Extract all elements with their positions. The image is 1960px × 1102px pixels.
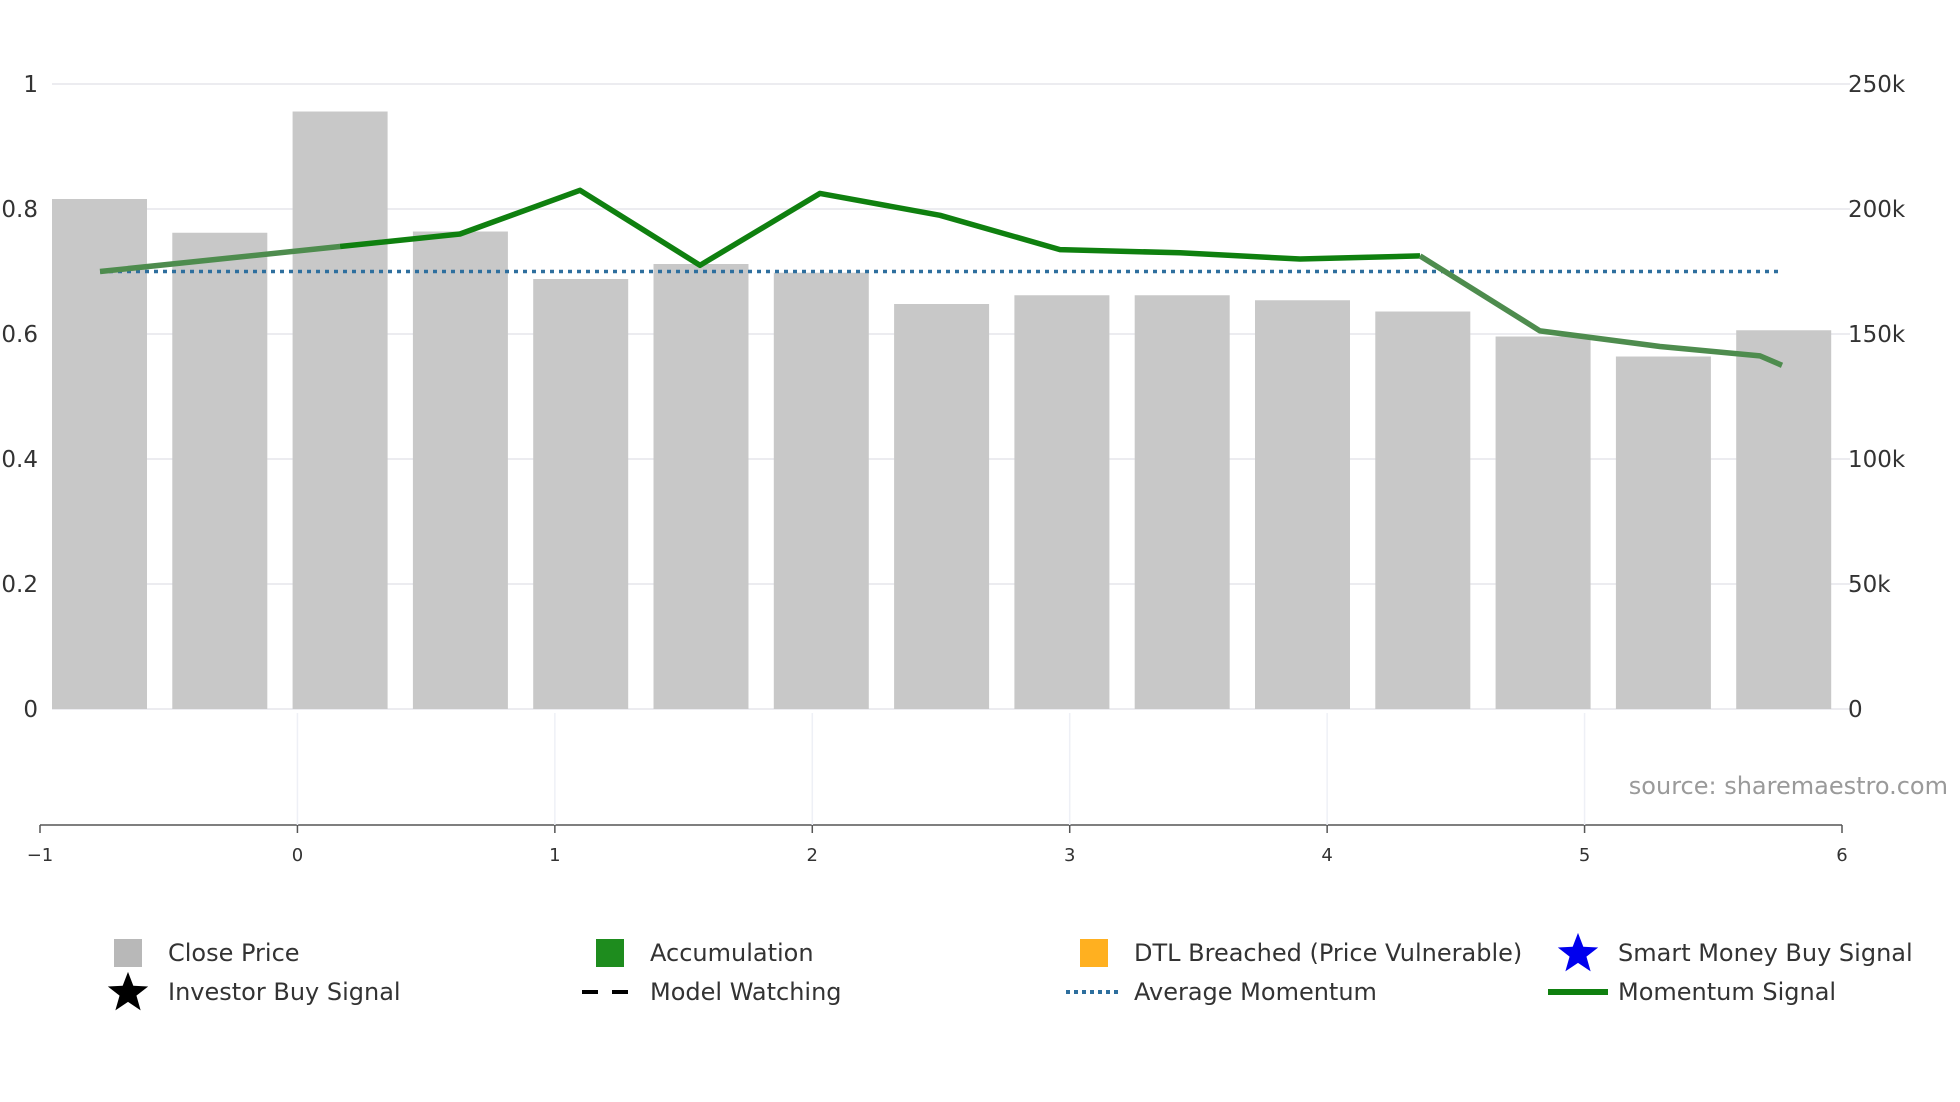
- close-price-bar: [1255, 300, 1350, 709]
- x-tick-label: 0: [292, 845, 303, 866]
- close-price-bar: [894, 304, 990, 709]
- source-label: source: sharemaestro.com: [1629, 772, 1948, 800]
- momentum-signal-line: [339, 187, 1421, 269]
- x-tick-label: −1: [27, 845, 54, 866]
- left-tick-label: 1: [23, 72, 38, 98]
- x-axis: −1 0 1 2 3 4 5 6: [27, 713, 1848, 866]
- close-price-bar: [533, 279, 629, 709]
- left-axis-ticks: 0 0.2 0.4 0.6 0.8 1: [1, 72, 38, 723]
- momentum-signal-line-end: [1418, 253, 1784, 368]
- left-tick-label: 0.2: [1, 572, 38, 598]
- close-price-bar: [1495, 336, 1591, 709]
- left-tick-label: 0.8: [1, 197, 38, 223]
- left-tick-label: 0.4: [1, 447, 38, 473]
- right-tick-label: 100k: [1848, 447, 1906, 473]
- left-tick-label: 0.6: [1, 322, 38, 348]
- right-tick-label: 200k: [1848, 197, 1906, 223]
- close-price-bar: [773, 272, 869, 709]
- x-tick-label: 4: [1321, 845, 1332, 866]
- x-tick-label: 1: [549, 845, 560, 866]
- momentum-signal-line-start: [99, 243, 341, 275]
- right-tick-label: 50k: [1848, 572, 1891, 598]
- close-price-bars: [52, 111, 1832, 709]
- close-price-bar: [1014, 295, 1110, 709]
- right-tick-label: 0: [1848, 697, 1863, 723]
- close-price-bar: [1375, 311, 1471, 709]
- right-tick-label: 250k: [1848, 72, 1906, 98]
- close-price-bar: [52, 199, 147, 709]
- x-tick-label: 6: [1836, 845, 1847, 866]
- x-tick-label: 5: [1579, 845, 1590, 866]
- left-tick-label: 0: [23, 697, 38, 723]
- close-price-bar: [1134, 295, 1230, 709]
- x-tick-label: 2: [807, 845, 818, 866]
- close-price-bar: [653, 264, 749, 709]
- close-price-bar: [1736, 330, 1832, 709]
- right-tick-label: 150k: [1848, 322, 1906, 348]
- x-tick-label: 3: [1064, 845, 1075, 866]
- close-price-bar: [1615, 356, 1711, 709]
- right-axis-ticks: 0 50k 100k 150k 200k 250k: [1848, 72, 1906, 723]
- close-price-bar: [172, 232, 268, 709]
- close-price-bar: [292, 111, 388, 709]
- close-price-bar: [412, 231, 508, 709]
